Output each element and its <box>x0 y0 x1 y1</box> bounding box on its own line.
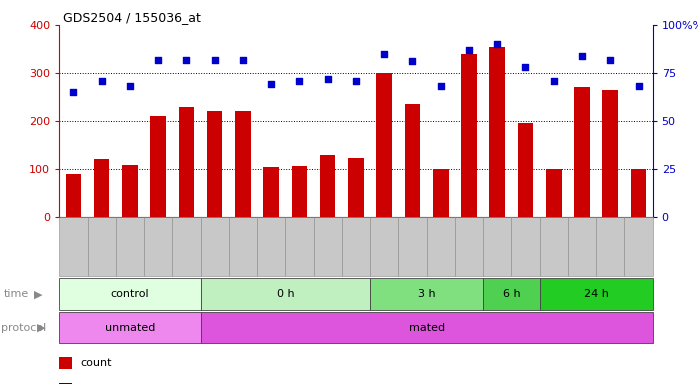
Point <box>378 51 389 57</box>
Text: GDS2504 / 155036_at: GDS2504 / 155036_at <box>63 12 201 25</box>
Bar <box>235 111 251 217</box>
Bar <box>320 155 336 217</box>
Point <box>577 53 588 59</box>
Bar <box>263 167 279 217</box>
Point <box>604 56 616 63</box>
FancyBboxPatch shape <box>200 278 370 310</box>
Point <box>633 83 644 89</box>
Text: time: time <box>3 289 29 299</box>
Point <box>407 58 418 65</box>
Point <box>153 56 164 63</box>
Text: 6 h: 6 h <box>503 289 520 299</box>
Bar <box>489 46 505 217</box>
Point <box>520 64 531 70</box>
Text: protocol: protocol <box>1 323 46 333</box>
Bar <box>94 159 110 217</box>
FancyBboxPatch shape <box>483 278 540 310</box>
Point <box>294 78 305 84</box>
Point <box>209 56 221 63</box>
Point <box>68 89 79 95</box>
Bar <box>348 158 364 217</box>
Point <box>237 56 248 63</box>
Point <box>491 41 503 47</box>
Text: mated: mated <box>408 323 445 333</box>
Point <box>463 47 475 53</box>
Point <box>350 78 362 84</box>
Text: unmated: unmated <box>105 323 155 333</box>
Bar <box>602 90 618 217</box>
Bar <box>631 169 646 217</box>
Point <box>181 56 192 63</box>
Bar <box>122 165 138 217</box>
Text: control: control <box>111 289 149 299</box>
Bar <box>518 123 533 217</box>
Bar <box>59 357 73 369</box>
Bar <box>151 116 166 217</box>
Point <box>96 78 107 84</box>
Point <box>548 78 559 84</box>
Bar <box>433 169 449 217</box>
Text: 0 h: 0 h <box>276 289 294 299</box>
Bar <box>376 73 392 217</box>
Point <box>322 76 334 82</box>
Bar <box>179 107 194 217</box>
Bar <box>546 169 561 217</box>
FancyBboxPatch shape <box>540 278 653 310</box>
FancyBboxPatch shape <box>59 278 200 310</box>
Point <box>435 83 446 89</box>
Point <box>124 83 135 89</box>
Bar <box>66 174 81 217</box>
Text: 3 h: 3 h <box>418 289 436 299</box>
Point <box>266 81 277 88</box>
Text: 24 h: 24 h <box>584 289 609 299</box>
Bar <box>461 54 477 217</box>
Bar <box>574 88 590 217</box>
FancyBboxPatch shape <box>370 278 483 310</box>
Bar <box>405 104 420 217</box>
FancyBboxPatch shape <box>59 312 200 343</box>
Text: ▶: ▶ <box>37 323 45 333</box>
Text: ▶: ▶ <box>34 289 42 299</box>
Bar <box>292 166 307 217</box>
Bar <box>207 111 223 217</box>
Text: count: count <box>80 358 112 368</box>
FancyBboxPatch shape <box>200 312 653 343</box>
Bar <box>59 383 73 384</box>
